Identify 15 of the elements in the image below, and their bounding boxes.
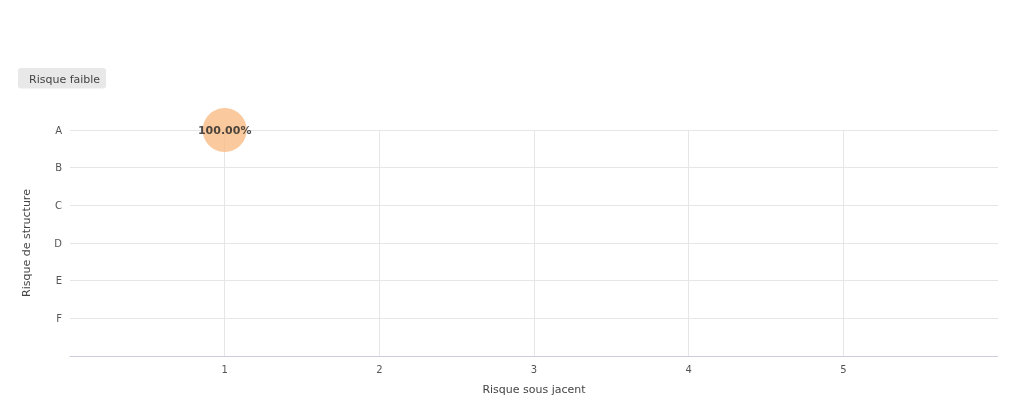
text: Risque faible [29, 72, 101, 86]
y-tick-label: A [55, 124, 63, 136]
x-tick-label: 2 [376, 363, 383, 375]
data-label: 100.00% [197, 123, 252, 137]
x-axis-title: Risque sous jacent [482, 383, 587, 396]
x-tick-label: 1 [221, 363, 228, 375]
y-axis-title: Risque de structure [20, 188, 33, 297]
y-tick-label: C [55, 199, 63, 211]
x-tick-label: 4 [685, 363, 692, 375]
y-tick-label: B [55, 162, 63, 174]
y-tick-label: E [55, 275, 62, 287]
y-tick-label: F [56, 312, 63, 324]
x-tick-label: 5 [840, 363, 847, 375]
x-tick-label: 3 [530, 363, 538, 375]
y-tick-label: D [54, 237, 63, 249]
